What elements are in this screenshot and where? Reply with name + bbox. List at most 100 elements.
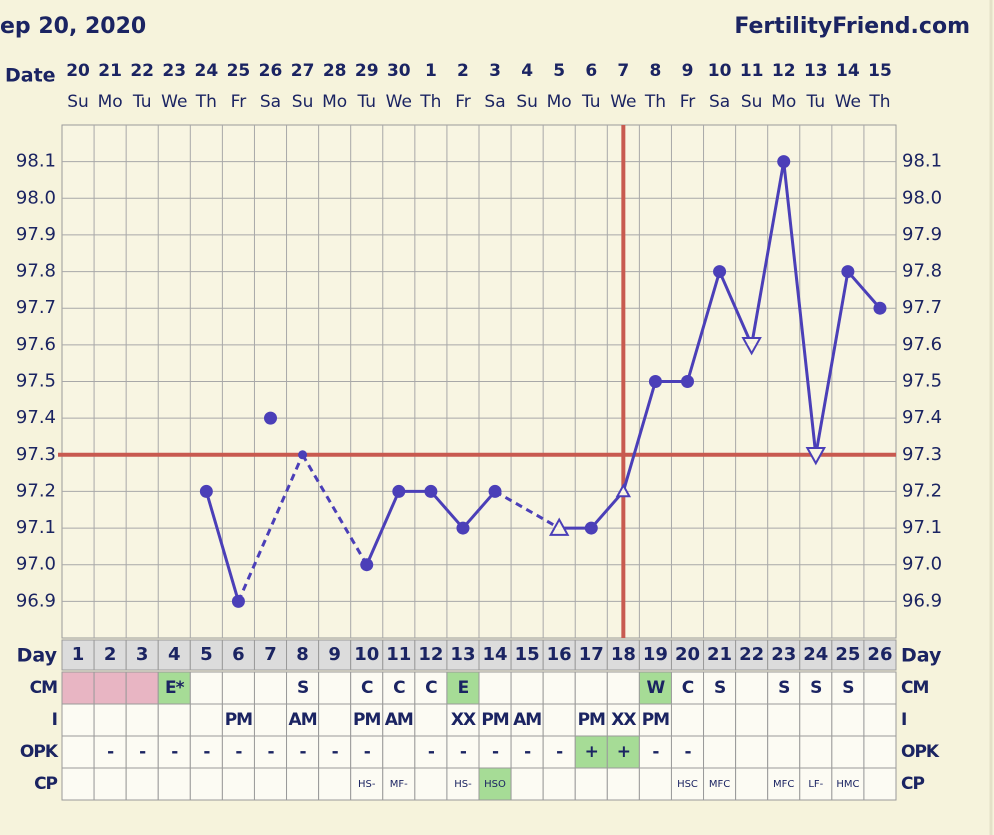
temp-segment bbox=[301, 454, 369, 566]
date-label: 27 bbox=[291, 61, 315, 81]
day-number: 11 bbox=[386, 644, 411, 665]
cell-text: LF- bbox=[808, 779, 823, 790]
day-cell bbox=[703, 639, 737, 671]
table-cell bbox=[735, 735, 769, 769]
cell-text: MFC bbox=[709, 779, 730, 790]
table-cell bbox=[574, 671, 608, 705]
table-cell bbox=[735, 703, 769, 737]
date-label: 15 bbox=[868, 61, 892, 81]
weekday-label: Th bbox=[868, 92, 890, 112]
table-cell bbox=[157, 703, 191, 737]
temp-point bbox=[841, 265, 855, 279]
y-tick-label: 97.0 bbox=[16, 554, 56, 575]
weekday-label: Fr bbox=[231, 92, 247, 112]
day-cell bbox=[221, 639, 255, 671]
weekday-label: Th bbox=[644, 92, 666, 112]
table-cell bbox=[703, 671, 737, 705]
table-cell bbox=[542, 767, 576, 801]
cell-text: - bbox=[267, 742, 274, 762]
day-number: 21 bbox=[707, 644, 732, 665]
cell-text: PM bbox=[642, 710, 669, 730]
table-cell bbox=[863, 671, 897, 705]
table-cell bbox=[831, 767, 865, 801]
temp-segment bbox=[686, 271, 722, 382]
weekday-label: Su bbox=[741, 92, 763, 112]
row-label: CM bbox=[901, 678, 928, 698]
row-label: I bbox=[52, 710, 57, 730]
site-name: FertilityFriend.com bbox=[734, 14, 970, 39]
day-cell bbox=[735, 639, 769, 671]
weekday-label: Tu bbox=[581, 92, 601, 112]
table-cell bbox=[286, 671, 320, 705]
temp-point bbox=[648, 375, 662, 388]
y2-tick-label: 97.0 bbox=[902, 554, 942, 575]
table-cell bbox=[125, 671, 159, 705]
cell-text: + bbox=[585, 742, 598, 762]
table-cell bbox=[638, 767, 672, 801]
table-cell bbox=[253, 703, 288, 737]
date-label: 10 bbox=[708, 61, 732, 81]
temp-point bbox=[805, 446, 827, 466]
date-label: 25 bbox=[227, 61, 251, 81]
cell-text: - bbox=[364, 742, 371, 762]
table-cell bbox=[253, 671, 288, 705]
table-cell bbox=[318, 767, 352, 801]
table-cell bbox=[61, 767, 95, 801]
table-cell bbox=[767, 703, 801, 737]
cell-text: PM bbox=[225, 710, 252, 730]
date-label: 29 bbox=[355, 61, 379, 81]
weekday-label: Mo bbox=[322, 92, 347, 112]
row-label: I bbox=[901, 710, 906, 730]
table-cell bbox=[382, 703, 416, 737]
cell-text: - bbox=[556, 742, 563, 762]
date-label: 3 bbox=[489, 61, 501, 81]
cell-text: - bbox=[332, 742, 339, 762]
y-tick-label: 98.0 bbox=[16, 187, 56, 208]
cell-text: - bbox=[300, 742, 307, 762]
table-cell bbox=[189, 671, 223, 705]
date-label: 9 bbox=[682, 61, 694, 81]
cell-text: AM bbox=[289, 710, 317, 730]
temp-point bbox=[873, 301, 887, 315]
weekday-label: Tu bbox=[806, 92, 826, 112]
date-label: 30 bbox=[387, 61, 411, 81]
date-label: 2 bbox=[457, 61, 469, 81]
cell-text: S bbox=[842, 678, 853, 698]
temp-segment bbox=[237, 454, 304, 602]
table-cell bbox=[61, 703, 95, 737]
cell-text: S bbox=[714, 678, 725, 698]
day-number: 6 bbox=[232, 644, 245, 665]
day-cell bbox=[93, 639, 127, 671]
cell-text: MFC bbox=[773, 779, 794, 790]
cell-text: AM bbox=[513, 710, 541, 730]
y2-tick-label: 97.4 bbox=[902, 407, 942, 428]
table-cell bbox=[414, 735, 448, 769]
table-cell bbox=[703, 767, 737, 801]
temp-segment bbox=[494, 490, 560, 530]
table-cell bbox=[93, 735, 127, 769]
table-cell bbox=[670, 767, 705, 801]
cell-text: - bbox=[492, 742, 499, 762]
day-cell bbox=[478, 639, 512, 671]
y2-tick-label: 96.9 bbox=[902, 590, 942, 611]
table-cell bbox=[93, 703, 127, 737]
table-cell bbox=[318, 671, 352, 705]
row-label: Day bbox=[17, 645, 58, 667]
row-label: CM bbox=[30, 678, 57, 698]
weekday-label: We bbox=[386, 92, 412, 112]
cell-text: E* bbox=[165, 678, 185, 698]
cell-text: C bbox=[425, 678, 437, 698]
table-cell bbox=[189, 767, 223, 801]
table-cell bbox=[350, 703, 384, 737]
table-cell bbox=[382, 767, 416, 801]
table-cell bbox=[574, 703, 608, 737]
table-cell bbox=[799, 703, 833, 737]
weekday-label: Su bbox=[67, 92, 89, 112]
temp-segment bbox=[429, 490, 465, 530]
cell-text: HMC bbox=[836, 779, 859, 790]
table-cell bbox=[286, 767, 320, 801]
cell-text: HSO bbox=[484, 779, 506, 790]
table-cell bbox=[542, 703, 576, 737]
